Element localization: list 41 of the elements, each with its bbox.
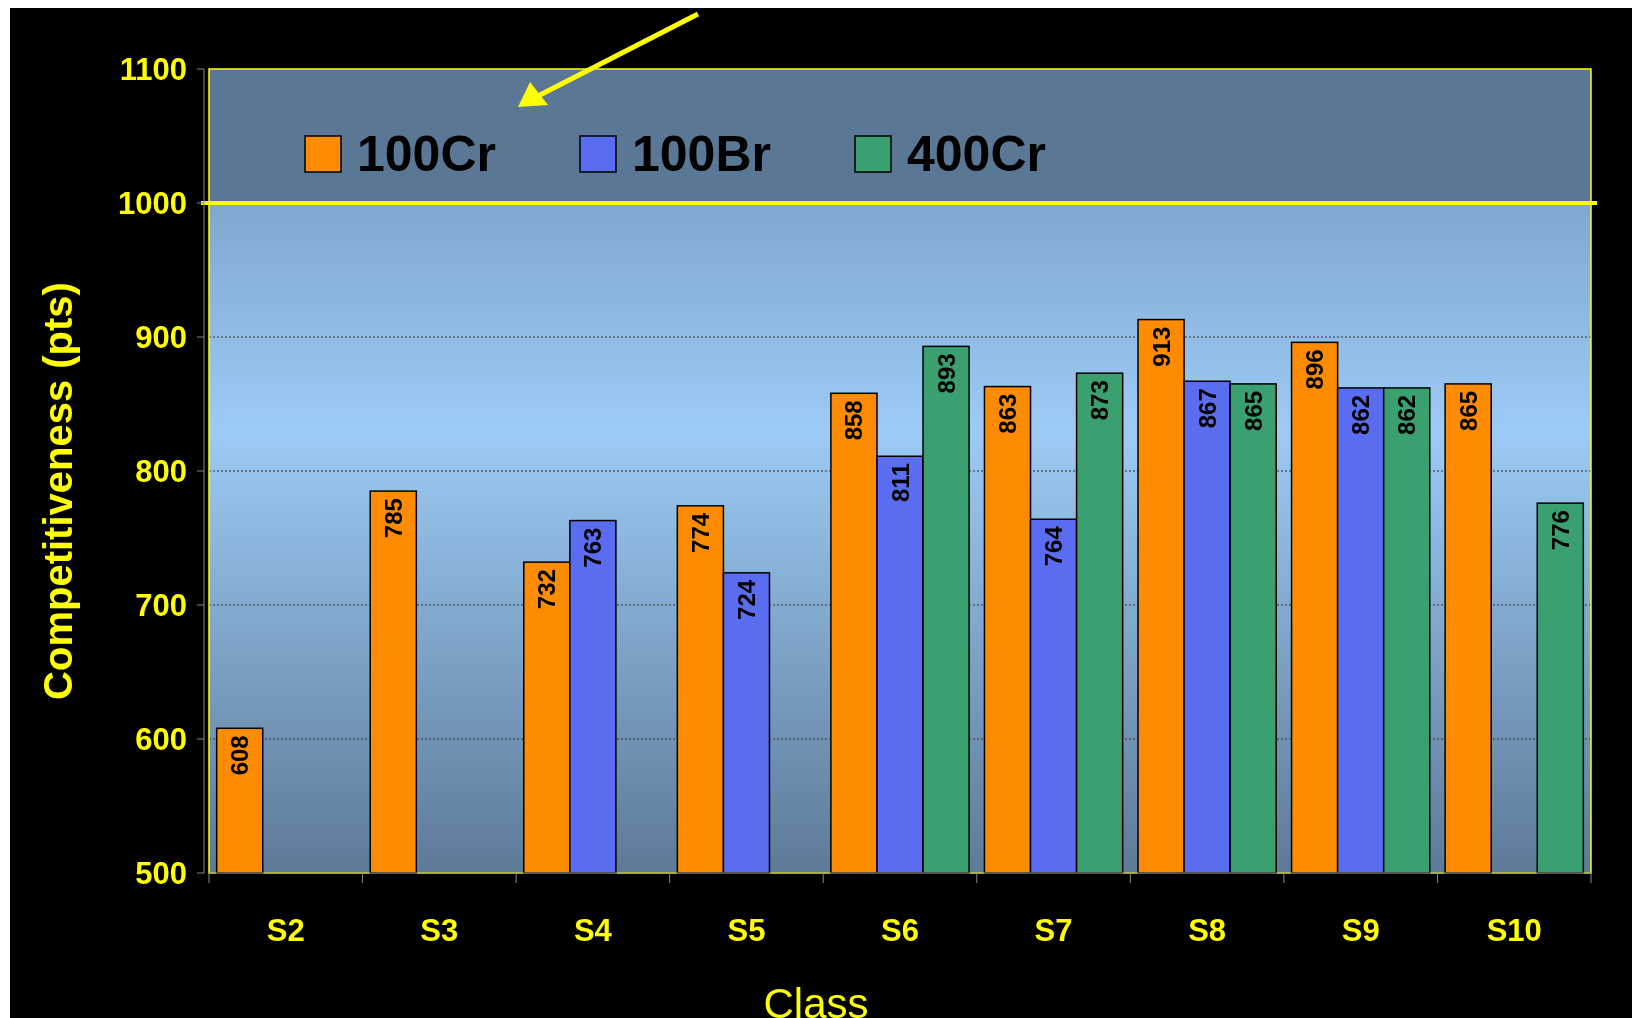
- data-label: 896: [1301, 349, 1329, 390]
- x-tick-label: S9: [1341, 912, 1380, 948]
- y-tick-label: 1100: [119, 51, 187, 87]
- y-tick-label: 1000: [118, 185, 187, 221]
- y-tick-label: 600: [135, 721, 187, 757]
- data-label: 863: [993, 393, 1021, 434]
- legend-label: 100Br: [632, 126, 771, 182]
- data-label: 865: [1454, 390, 1482, 431]
- y-tick-label: 500: [135, 855, 187, 891]
- data-label: 724: [732, 579, 760, 620]
- data-label: 865: [1239, 390, 1267, 431]
- y-tick-label: 900: [135, 319, 187, 355]
- data-label: 913: [1147, 326, 1175, 367]
- data-label: 732: [533, 569, 561, 610]
- data-label: 763: [579, 527, 607, 568]
- x-tick-label: S7: [1034, 912, 1073, 948]
- x-tick-label: S10: [1486, 912, 1542, 948]
- data-label: 893: [932, 353, 960, 394]
- data-label: 862: [1347, 394, 1375, 435]
- y-tick-label: 800: [135, 453, 187, 489]
- x-tick-label: S3: [420, 912, 459, 948]
- data-label: 608: [226, 735, 254, 776]
- y-axis-title: Competitiveness (pts): [36, 282, 80, 700]
- data-label: 862: [1393, 394, 1421, 435]
- x-axis-title: Class: [763, 979, 869, 1018]
- data-label: 867: [1193, 388, 1221, 429]
- data-label: 764: [1040, 525, 1068, 567]
- legend-label: 400Cr: [907, 126, 1046, 182]
- x-tick-label: S8: [1188, 912, 1227, 948]
- data-label: 785: [379, 498, 407, 539]
- legend-label: 100Cr: [357, 126, 496, 182]
- y-tick-label: 700: [135, 587, 187, 623]
- data-label: 776: [1546, 510, 1574, 551]
- data-label: 811: [886, 463, 914, 502]
- x-tick-label: S6: [881, 912, 919, 948]
- x-tick-label: S4: [573, 912, 613, 948]
- data-label: 858: [840, 400, 868, 441]
- data-label: 873: [1086, 380, 1114, 421]
- data-label: 774: [686, 512, 714, 553]
- x-tick-label: S5: [727, 912, 766, 948]
- x-tick-label: S2: [266, 912, 305, 948]
